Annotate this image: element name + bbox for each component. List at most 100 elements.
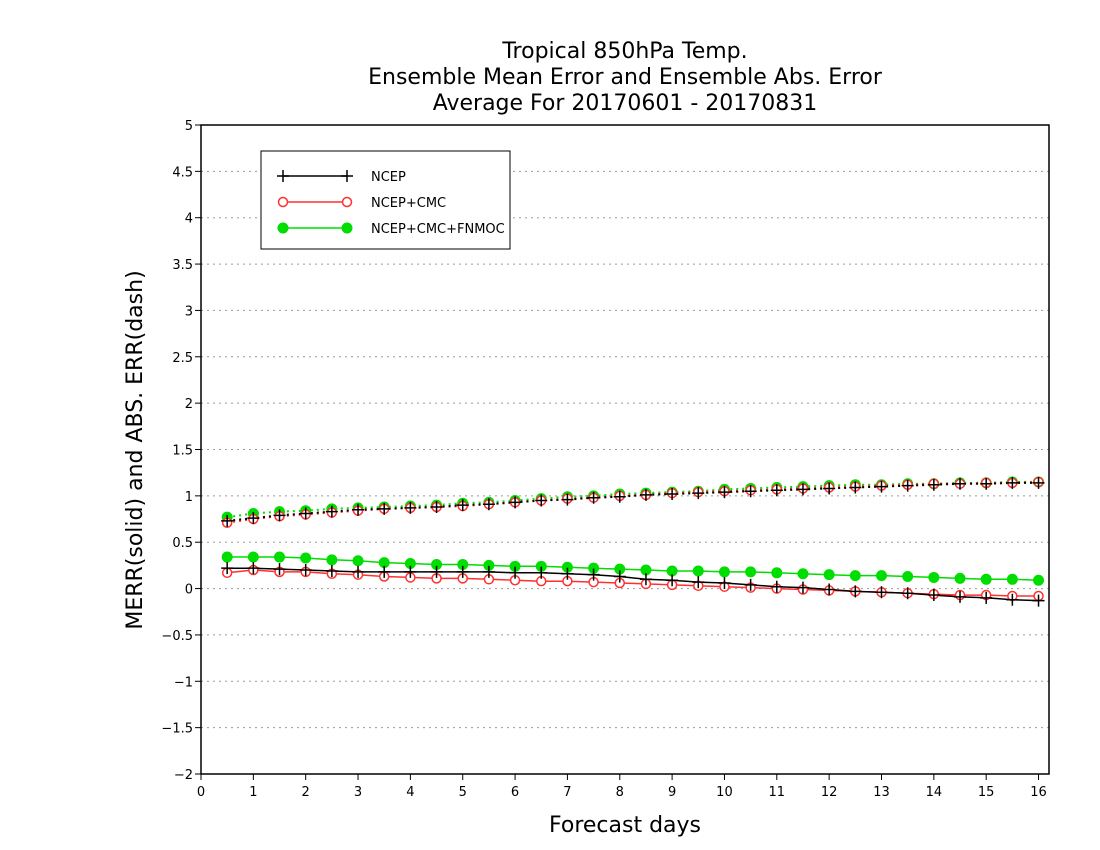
x-tick-label: 10	[716, 785, 733, 800]
abs-err-point	[430, 500, 443, 513]
abs-err-point	[692, 487, 705, 500]
merr-point	[326, 554, 338, 566]
x-tick-label: 5	[459, 785, 467, 800]
merr-point	[1006, 573, 1018, 585]
x-tick-label: 12	[821, 785, 838, 800]
merr-point	[274, 551, 286, 563]
abs-err-point	[482, 498, 495, 511]
merr-point	[902, 571, 914, 583]
legend-label: NCEP+CMC+FNMOC	[371, 222, 505, 237]
abs-err-point	[1032, 476, 1045, 489]
merr-point	[587, 568, 600, 581]
abs-err-point	[561, 493, 574, 506]
merr-point	[849, 570, 861, 582]
merr-point	[325, 564, 338, 577]
merr-point	[378, 565, 391, 578]
x-tick-label: 7	[563, 785, 571, 800]
title-line-1: Tropical 850hPa Temp.	[501, 39, 747, 64]
x-tick-label: 3	[354, 785, 362, 800]
merr-point	[509, 566, 522, 579]
merr-point	[404, 565, 417, 578]
grid	[201, 170, 1049, 729]
title-line-2: Ensemble Mean Error and Ensemble Abs. Er…	[368, 65, 883, 90]
merr-line	[227, 569, 1039, 597]
abs-err-point	[639, 488, 652, 501]
merr-point	[482, 565, 495, 578]
abs-err-point	[456, 499, 469, 512]
merr-point	[771, 567, 783, 579]
merr-point	[980, 573, 992, 585]
merr-point	[770, 580, 783, 593]
x-tick-label: 14	[926, 785, 943, 800]
legend-marker	[277, 222, 289, 234]
x-tick-label: 4	[406, 785, 414, 800]
merr-point	[954, 572, 966, 584]
abs-err-point	[325, 505, 338, 518]
merr-point	[456, 565, 469, 578]
abs-err-point	[875, 480, 888, 493]
y-tick-label: 2.5	[172, 351, 193, 366]
x-tick-label: 2	[302, 785, 310, 800]
merr-point	[430, 565, 443, 578]
merr-point	[718, 577, 731, 590]
merr-point	[875, 586, 888, 599]
x-tick-label: 0	[197, 785, 205, 800]
abs-err-point	[404, 501, 417, 514]
y-tick-label: 1	[185, 490, 193, 505]
plot-series	[221, 476, 1045, 607]
chart-title: Tropical 850hPa Temp. Ensemble Mean Erro…	[368, 39, 883, 116]
abs-err-point	[378, 502, 391, 515]
merr-point	[561, 567, 574, 580]
abs-err-point	[247, 512, 260, 525]
merr-point	[352, 565, 365, 578]
merr-line	[227, 556, 1039, 581]
abs-err-point	[927, 478, 940, 491]
legend-marker	[277, 170, 289, 182]
y-tick-label: −2	[174, 768, 193, 783]
y-tick-label: 0.5	[172, 536, 193, 551]
merr-point	[221, 562, 234, 575]
abs-err-point	[273, 509, 286, 522]
y-tick-label: 5	[185, 119, 193, 134]
title-line-3: Average For 20170601 - 20170831	[433, 91, 818, 116]
abs-err-point	[299, 507, 312, 520]
legend: NCEP NCEP+CMC NCEP+CMC+FNMOC	[260, 150, 511, 250]
abs-err-line	[227, 480, 1039, 524]
merr-point	[221, 551, 233, 563]
abs-err-point	[718, 486, 731, 499]
x-tick-label: 16	[1030, 785, 1047, 800]
merr-point	[1033, 574, 1045, 586]
legend-label: NCEP	[371, 170, 406, 185]
merr-point	[980, 591, 993, 604]
y-tick-label: 4.5	[172, 165, 193, 180]
abs-err-point	[823, 482, 836, 495]
merr-point	[1006, 593, 1019, 606]
merr-point	[666, 574, 679, 587]
abs-err-point	[535, 494, 548, 507]
abs-err-point	[587, 491, 600, 504]
abs-err-point	[613, 490, 626, 503]
merr-point	[797, 568, 809, 580]
merr-point	[745, 566, 757, 578]
x-tick-label: 8	[616, 785, 624, 800]
merr-point	[247, 551, 259, 563]
merr-point	[875, 570, 887, 582]
y-tick-label: 3	[185, 304, 193, 319]
abs-err-point	[954, 477, 967, 490]
merr-point	[823, 583, 836, 596]
abs-err-point	[666, 488, 679, 501]
legend-box	[260, 150, 511, 250]
abs-err-point	[352, 503, 365, 516]
abs-err-point	[849, 481, 862, 494]
merr-point	[1032, 594, 1045, 607]
merr-point	[901, 587, 914, 600]
y-tick-label: 0	[185, 583, 193, 598]
abs-err-point	[980, 477, 993, 490]
merr-point	[796, 581, 809, 594]
merr-point	[299, 564, 312, 577]
y-tick-label: −1.5	[161, 722, 193, 737]
merr-point	[639, 573, 652, 586]
x-tick-label: 13	[873, 785, 890, 800]
x-tick-label: 15	[978, 785, 995, 800]
